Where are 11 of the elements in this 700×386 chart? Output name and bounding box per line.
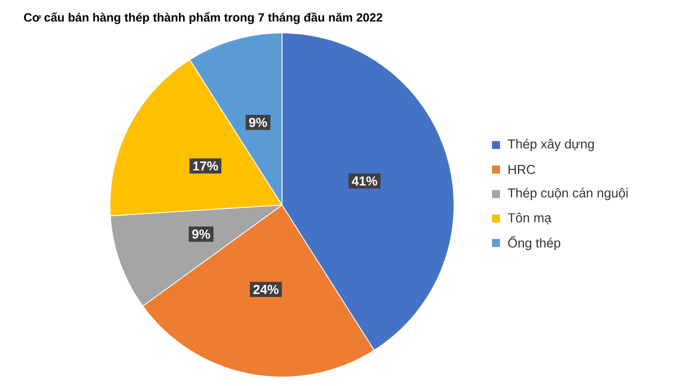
legend-label: HRC bbox=[508, 164, 536, 174]
legend-label: Tôn mạ bbox=[508, 212, 552, 224]
chart-title: Cơ cấu bán hàng thép thành phẩm trong 7 tháng đầu năm 2022 bbox=[24, 12, 382, 24]
data-label: 17% bbox=[193, 161, 218, 171]
legend-label: Thép cuộn cán nguội bbox=[508, 188, 628, 200]
data-label: 41% bbox=[352, 176, 378, 186]
data-label: 9% bbox=[192, 230, 210, 239]
data-label: 24% bbox=[253, 284, 279, 294]
legend-label: Ống thép bbox=[508, 236, 560, 250]
data-label: 9% bbox=[249, 118, 268, 127]
legend-label: Thép xây dựng bbox=[508, 138, 594, 152]
